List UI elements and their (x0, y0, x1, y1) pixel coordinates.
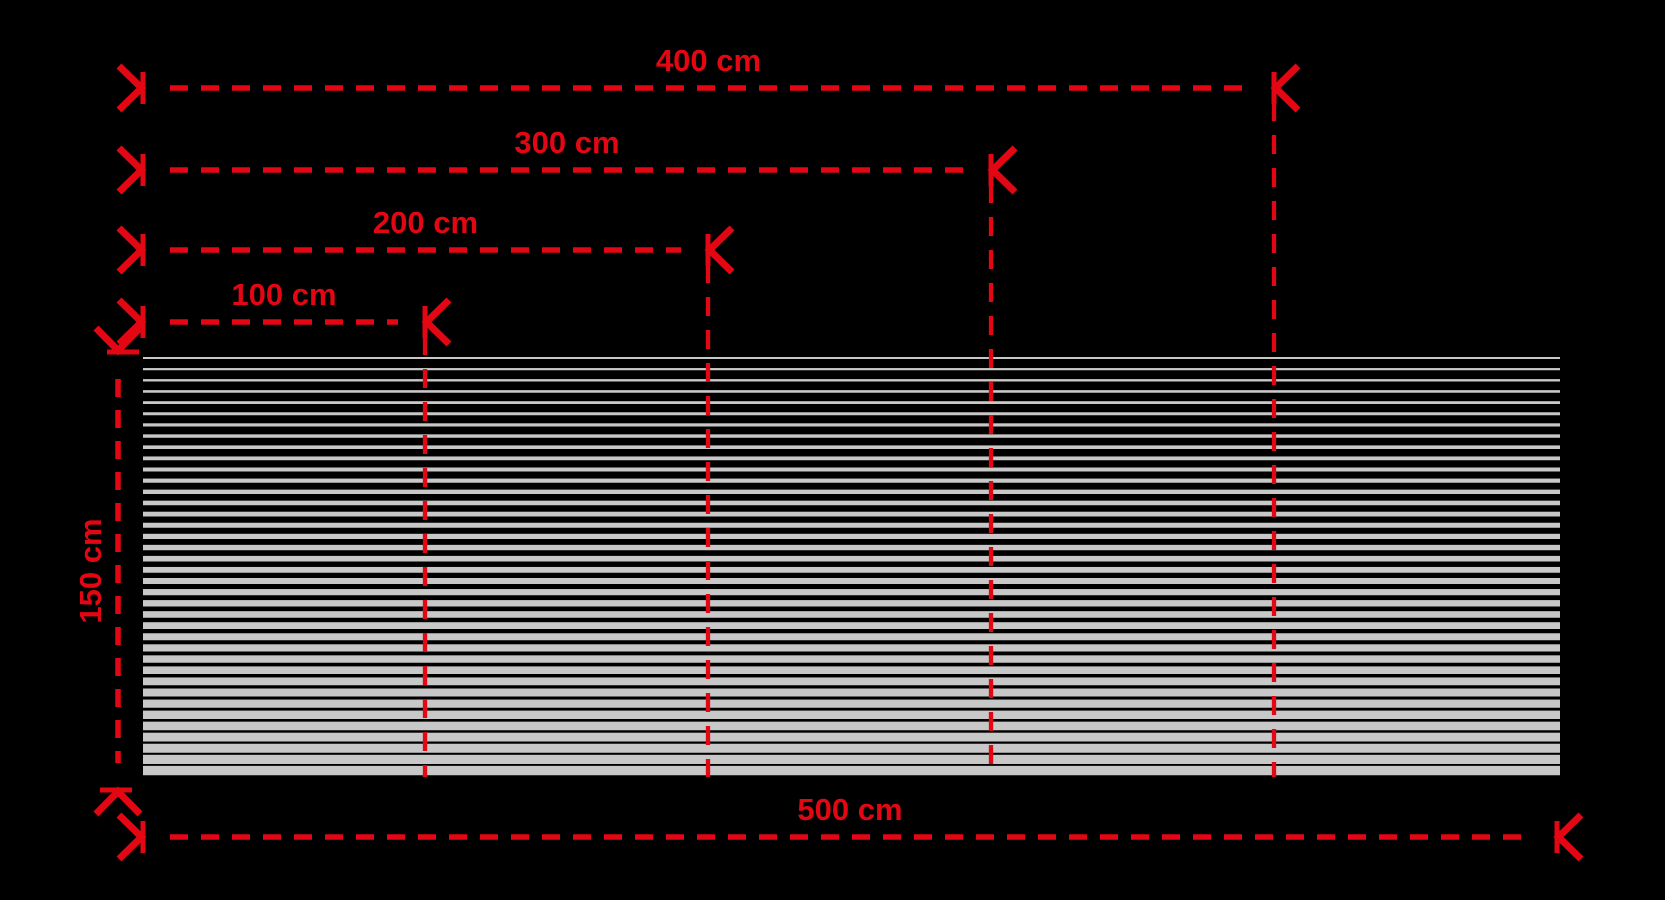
panel-stripe (143, 511, 1560, 517)
panel-stripe (143, 600, 1560, 607)
dimension-label: 100 cm (231, 277, 336, 312)
panel-stripe (143, 622, 1560, 629)
dimension-200cm: 200 cm (116, 205, 735, 777)
panel-stripe (143, 412, 1560, 416)
panel-stripe (143, 699, 1560, 708)
panel-stripe (143, 754, 1560, 764)
panel-stripe (143, 544, 1560, 551)
panel-stripe (143, 533, 1560, 539)
arrowhead-icon (93, 786, 143, 817)
dimension-400cm: 400 cm (116, 43, 1301, 777)
panel-stripe (143, 401, 1560, 404)
arrowhead-icon (116, 812, 147, 862)
dimension-label: 150 cm (73, 518, 108, 623)
dimension-150cm-vertical: 150 cm (73, 325, 143, 817)
panel-stripe (143, 478, 1560, 483)
panel-stripe (143, 390, 1560, 393)
arrowhead-icon (1553, 812, 1584, 862)
arrowhead-icon (704, 225, 735, 275)
panel-stripe (143, 357, 1560, 359)
panel-stripe (143, 677, 1560, 686)
dimension-label: 400 cm (656, 43, 761, 78)
arrowhead-icon (116, 63, 147, 113)
dimension-label: 300 cm (514, 125, 619, 160)
panel-stripe (143, 655, 1560, 663)
arrowhead-icon (116, 145, 147, 195)
arrowhead-icon (421, 297, 452, 347)
panel-stripe (143, 633, 1560, 641)
arrowhead-icon (1270, 63, 1301, 113)
panel-stripe (143, 467, 1560, 472)
panel-stripe (143, 721, 1560, 731)
panel-stripe (143, 500, 1560, 506)
panel-stripe (143, 456, 1560, 461)
panel-stripe (143, 765, 1560, 776)
panel-stripe (143, 611, 1560, 618)
arrowhead-icon (93, 325, 143, 356)
dimension-label: 500 cm (797, 792, 902, 827)
panel-stripe (143, 434, 1560, 438)
panel-stripe (143, 489, 1560, 494)
panel-stripe (143, 578, 1560, 584)
dimension-label: 200 cm (373, 205, 478, 240)
arrowhead-icon (987, 145, 1018, 195)
panel-stripe (143, 445, 1560, 449)
striped-panel (143, 357, 1560, 776)
panel-stripe (143, 423, 1560, 427)
panel-stripe (143, 555, 1560, 562)
panel-stripe (143, 666, 1560, 674)
panel-stripe (143, 566, 1560, 573)
panel-stripe (143, 644, 1560, 652)
panel-stripe (143, 368, 1560, 371)
panel-stripe (143, 710, 1560, 719)
panel-stripe (143, 589, 1560, 596)
dimension-100cm: 100 cm (116, 277, 452, 777)
panel-stripe (143, 743, 1560, 753)
panel-stripe (143, 688, 1560, 697)
panel-stripe (143, 732, 1560, 742)
dimension-300cm: 300 cm (116, 125, 1018, 777)
dimension-500cm: 500 cm (116, 792, 1584, 862)
panel-stripe (143, 522, 1560, 528)
arrowhead-icon (116, 225, 147, 275)
panel-stripe (143, 379, 1560, 382)
